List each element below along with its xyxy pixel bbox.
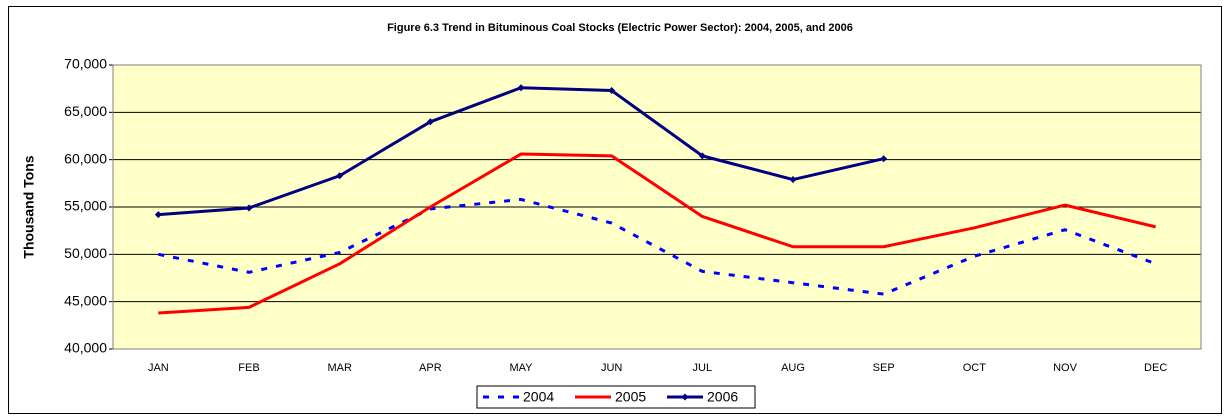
x-tick-label: JAN bbox=[148, 362, 169, 374]
x-tick-label: AUG bbox=[781, 362, 805, 374]
y-tick-label: 45,000 bbox=[64, 292, 107, 308]
x-tick-label: DEC bbox=[1144, 362, 1167, 374]
point-marker bbox=[698, 152, 706, 160]
y-tick-label: 70,000 bbox=[64, 56, 107, 72]
point-marker bbox=[789, 176, 797, 184]
x-tick-label: NOV bbox=[1053, 362, 1078, 374]
y-tick-label: 40,000 bbox=[64, 340, 107, 356]
x-tick-label: MAY bbox=[509, 362, 533, 374]
legend-label: 2006 bbox=[707, 389, 738, 405]
x-tick-label: FEB bbox=[238, 362, 259, 374]
y-axis-label: Thousand Tons bbox=[21, 155, 37, 258]
plot-border bbox=[112, 64, 1202, 350]
point-marker bbox=[608, 87, 616, 95]
line-series bbox=[158, 197, 1157, 296]
point-marker bbox=[154, 211, 162, 219]
x-tick-label: MAR bbox=[327, 362, 352, 374]
point-marker bbox=[426, 118, 434, 126]
y-tick-label: 50,000 bbox=[64, 245, 107, 261]
y-tick-label: 60,000 bbox=[64, 150, 107, 166]
x-tick-label: OCT bbox=[963, 362, 987, 374]
point-marker bbox=[336, 172, 344, 180]
legend-label: 2005 bbox=[615, 389, 646, 405]
x-tick-label: JUN bbox=[601, 362, 622, 374]
y-tick-label: 65,000 bbox=[64, 103, 107, 119]
line-series bbox=[158, 152, 1157, 315]
x-tick-label: SEP bbox=[873, 362, 895, 374]
legend-marker bbox=[681, 393, 689, 401]
point-marker bbox=[517, 84, 525, 92]
legend-box bbox=[476, 385, 756, 409]
y-tick-label: 55,000 bbox=[64, 198, 107, 214]
x-tick-label: APR bbox=[419, 362, 442, 374]
x-tick-label: JUL bbox=[693, 362, 713, 374]
point-marker bbox=[245, 204, 253, 212]
point-marker bbox=[880, 155, 888, 163]
legend-label: 2004 bbox=[523, 389, 554, 405]
chart-title: Figure 6.3 Trend in Bituminous Coal Stoc… bbox=[387, 22, 853, 34]
